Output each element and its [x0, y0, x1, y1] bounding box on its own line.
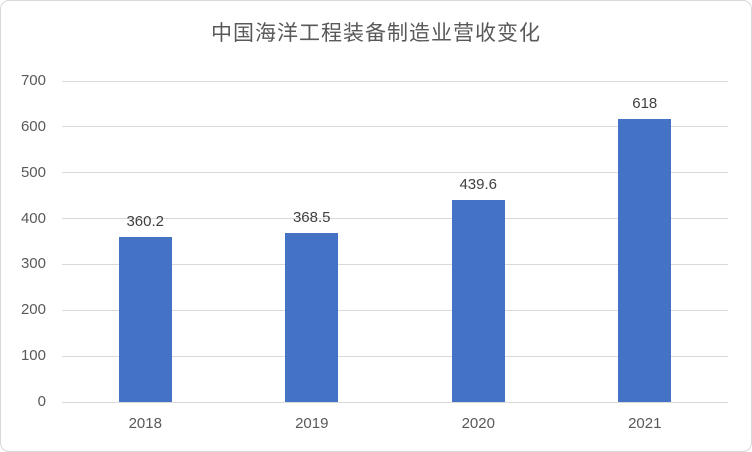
plot-area: 0 100 200 300 400 500 600 700 360.2 2018 368.5 2019…: [21, 72, 728, 432]
y-axis-tick-label: 100: [20, 347, 46, 365]
gridline-y-100: [62, 355, 728, 357]
y-axis-tick-label: 0: [37, 393, 46, 410]
bar-2018: [118, 236, 172, 402]
chart-title: 中国海洋工程装备制造业营收变化: [211, 22, 541, 45]
bar-value-label-2019: 368.5: [292, 209, 331, 227]
y-axis-tick-label: 700: [20, 72, 46, 89]
x-axis-tick-label-2018: 2018: [128, 415, 162, 432]
gridline-y-700: [62, 80, 728, 82]
bar-2020: [451, 200, 505, 402]
gridline-y-400: [62, 218, 728, 220]
bar-value-label-2021: 618: [632, 94, 658, 112]
bar-2021: [618, 118, 672, 402]
gridline-y-0: [62, 401, 728, 403]
gridline-y-600: [62, 126, 728, 128]
y-axis-tick-label: 400: [20, 209, 46, 227]
bar-value-label-2018: 360.2: [126, 212, 165, 230]
y-axis-tick-label: 200: [20, 301, 46, 319]
gridline-y-500: [62, 172, 728, 174]
gridline-y-200: [62, 309, 728, 311]
x-axis-tick-label-2021: 2021: [628, 415, 662, 432]
gridline-y-300: [62, 263, 728, 265]
y-axis-tick-label: 500: [20, 163, 46, 181]
bar-value-label-2020: 439.6: [459, 176, 498, 194]
bar-2019: [285, 233, 339, 402]
x-axis-tick-label-2019: 2019: [295, 415, 329, 432]
y-axis-tick-label: 300: [20, 255, 46, 273]
x-axis-tick-label-2020: 2020: [461, 415, 495, 432]
y-axis-tick-label: 600: [20, 117, 46, 135]
